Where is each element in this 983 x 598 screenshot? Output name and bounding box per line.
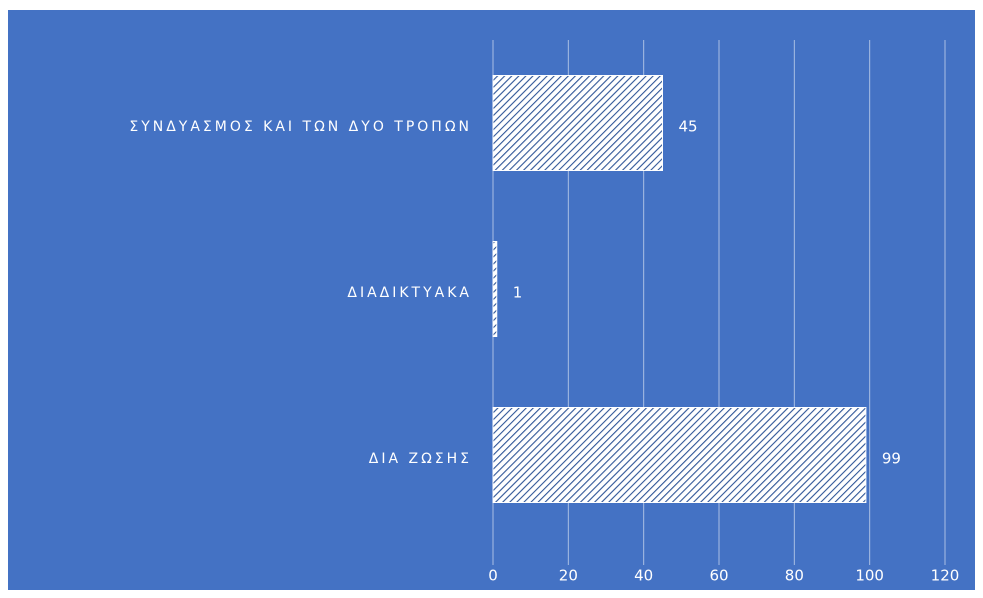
value-label: 45 <box>679 118 698 136</box>
x-tick-label: 120 <box>931 567 960 585</box>
x-tick-label: 40 <box>634 567 653 585</box>
bar <box>492 241 498 337</box>
x-tick-label: 0 <box>488 567 498 585</box>
y-tick-label: ΣΥΝΔΥΑΣΜΟΣ ΚΑΙ ΤΩΝ ΔΥΟ ΤΡΟΠΩΝ <box>129 119 472 135</box>
bar <box>492 75 663 171</box>
value-label: 1 <box>513 284 523 302</box>
y-tick-label: ΔΙΑΔΙΚΤΥΑΚΑ <box>347 285 472 301</box>
y-tick-label: ΔΙΑ ΖΩΣΗΣ <box>369 451 472 467</box>
bar <box>492 407 867 503</box>
value-label: 99 <box>882 450 901 468</box>
x-tick-label: 100 <box>855 567 884 585</box>
x-tick-label: 60 <box>709 567 728 585</box>
x-tick-label: 20 <box>559 567 578 585</box>
x-tick-label: 80 <box>785 567 804 585</box>
